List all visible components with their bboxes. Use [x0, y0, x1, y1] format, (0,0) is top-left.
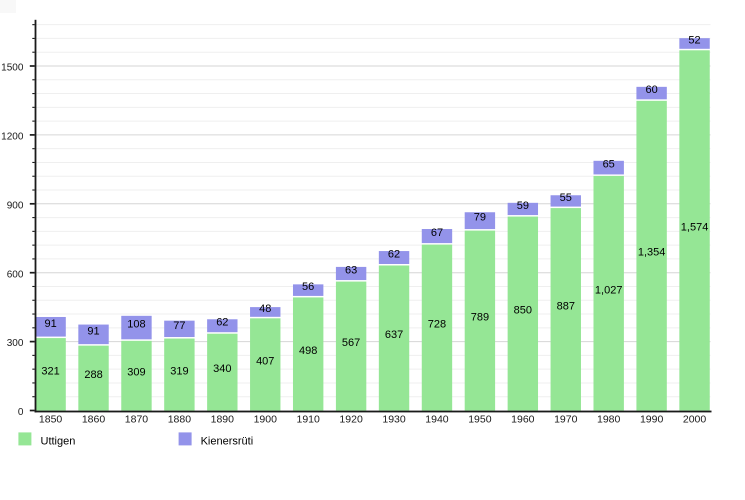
- svg-text:62: 62: [216, 317, 228, 329]
- svg-text:Kienersrüti: Kienersrüti: [201, 436, 254, 448]
- svg-text:56: 56: [302, 281, 314, 293]
- svg-text:1950: 1950: [468, 414, 492, 426]
- svg-text:1910: 1910: [297, 414, 321, 426]
- svg-text:52: 52: [688, 34, 700, 46]
- svg-text:60: 60: [645, 84, 657, 96]
- svg-text:1,574: 1,574: [681, 221, 709, 233]
- svg-text:789: 789: [471, 312, 489, 324]
- svg-text:77: 77: [173, 320, 185, 332]
- svg-text:2000: 2000: [683, 414, 707, 426]
- svg-text:48: 48: [259, 303, 271, 315]
- svg-text:91: 91: [44, 318, 56, 330]
- svg-text:728: 728: [428, 319, 446, 331]
- svg-text:Uttigen: Uttigen: [41, 436, 76, 448]
- svg-text:300: 300: [7, 338, 24, 349]
- svg-text:1980: 1980: [597, 414, 621, 426]
- svg-text:887: 887: [557, 300, 575, 312]
- svg-text:65: 65: [603, 159, 615, 171]
- svg-text:498: 498: [299, 345, 317, 357]
- svg-text:321: 321: [41, 365, 59, 377]
- svg-text:63: 63: [345, 264, 357, 276]
- svg-text:79: 79: [474, 212, 486, 224]
- svg-text:567: 567: [342, 337, 360, 349]
- svg-text:59: 59: [517, 200, 529, 212]
- svg-text:62: 62: [388, 249, 400, 261]
- svg-text:1500: 1500: [1, 63, 24, 74]
- svg-text:1940: 1940: [425, 414, 449, 426]
- svg-text:600: 600: [7, 269, 24, 280]
- svg-text:637: 637: [385, 329, 403, 341]
- svg-text:1920: 1920: [339, 414, 363, 426]
- svg-text:67: 67: [431, 227, 443, 239]
- svg-text:1930: 1930: [382, 414, 406, 426]
- svg-text:850: 850: [514, 305, 532, 317]
- svg-text:319: 319: [170, 366, 188, 378]
- svg-text:309: 309: [127, 367, 145, 379]
- svg-text:1970: 1970: [554, 414, 578, 426]
- svg-text:0: 0: [18, 407, 24, 418]
- svg-text:1960: 1960: [511, 414, 535, 426]
- svg-text:1850: 1850: [39, 414, 63, 426]
- svg-text:91: 91: [87, 325, 99, 337]
- svg-text:900: 900: [7, 200, 24, 211]
- svg-text:1900: 1900: [254, 414, 278, 426]
- svg-text:1870: 1870: [125, 414, 149, 426]
- svg-text:1990: 1990: [640, 414, 664, 426]
- svg-text:288: 288: [84, 369, 102, 381]
- svg-text:55: 55: [560, 192, 572, 204]
- svg-text:1,354: 1,354: [638, 247, 666, 259]
- svg-text:1880: 1880: [168, 414, 192, 426]
- svg-text:1,027: 1,027: [595, 284, 623, 296]
- svg-text:407: 407: [256, 355, 274, 367]
- svg-text:108: 108: [127, 319, 145, 331]
- svg-text:1200: 1200: [1, 132, 24, 143]
- svg-text:1860: 1860: [82, 414, 106, 426]
- svg-text:340: 340: [213, 363, 231, 375]
- svg-text:1890: 1890: [211, 414, 235, 426]
